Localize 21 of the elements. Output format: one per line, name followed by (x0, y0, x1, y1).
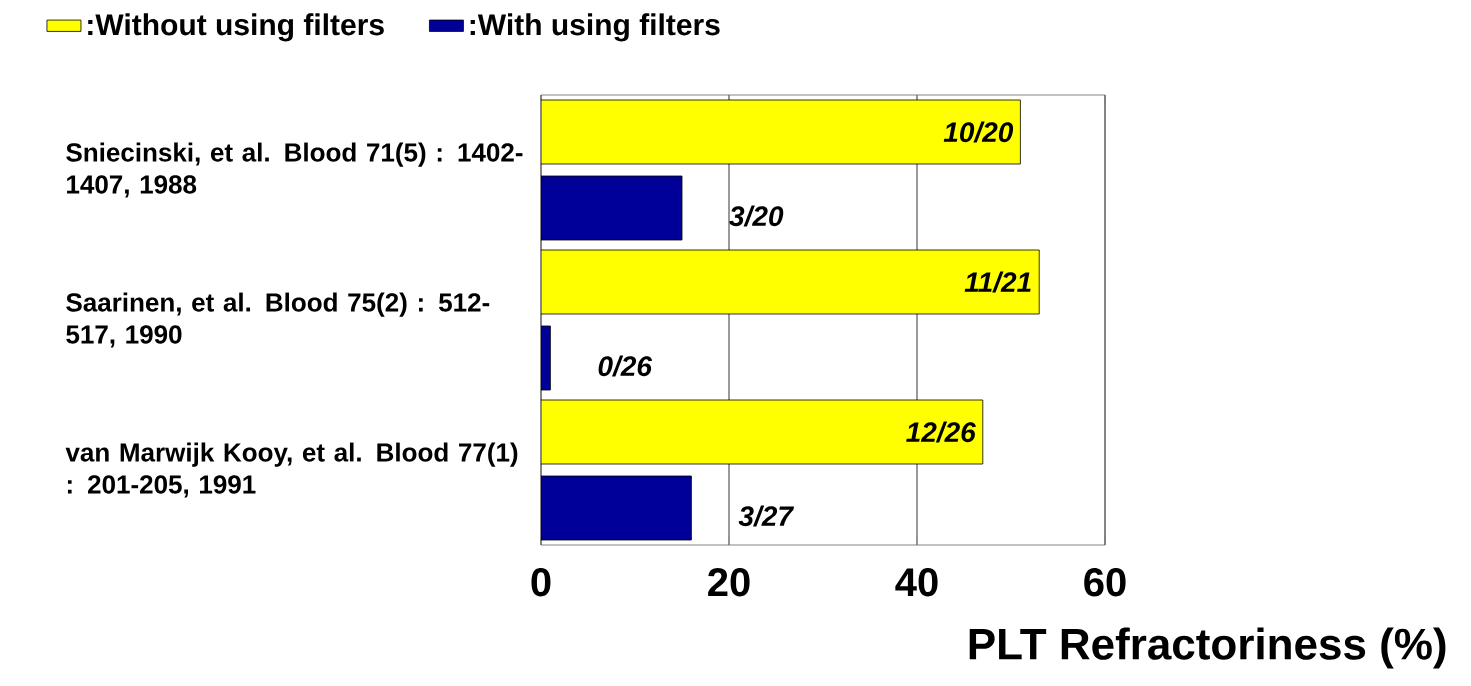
bar (541, 399, 984, 465)
y-tick-label: Saarinen, et al. Blood 75(2) : 512-517, 1990 (66, 292, 490, 348)
x-tick-label: 40 (895, 568, 938, 597)
legend-label: :Without using filters (88, 13, 384, 42)
x-axis-title: PLT Refractoriness (%) (969, 627, 1446, 669)
data-label: 10/20 (943, 121, 1014, 143)
bar (541, 99, 1021, 165)
x-tick-label: 60 (1084, 568, 1126, 597)
bar (541, 175, 683, 241)
x-tick-label: 20 (708, 568, 750, 597)
data-label: 12/26 (906, 421, 976, 443)
legend-label: :With using filters (470, 13, 720, 42)
x-tick-label: 0 (531, 568, 551, 597)
y-tick-label: Sniecinski, et al. Blood 71(5) : 1402-1407, 1988 (66, 142, 523, 198)
data-label: 0/26 (598, 355, 653, 377)
y-tick-label: van Marwijk Kooy, et al. Blood 77(1) : 201-205, 1991 (65, 442, 518, 498)
bar (541, 249, 1040, 315)
data-label: 3/20 (729, 205, 784, 227)
bar (541, 475, 692, 541)
data-label: 3/27 (738, 505, 795, 527)
data-label: 11/21 (964, 271, 1031, 293)
